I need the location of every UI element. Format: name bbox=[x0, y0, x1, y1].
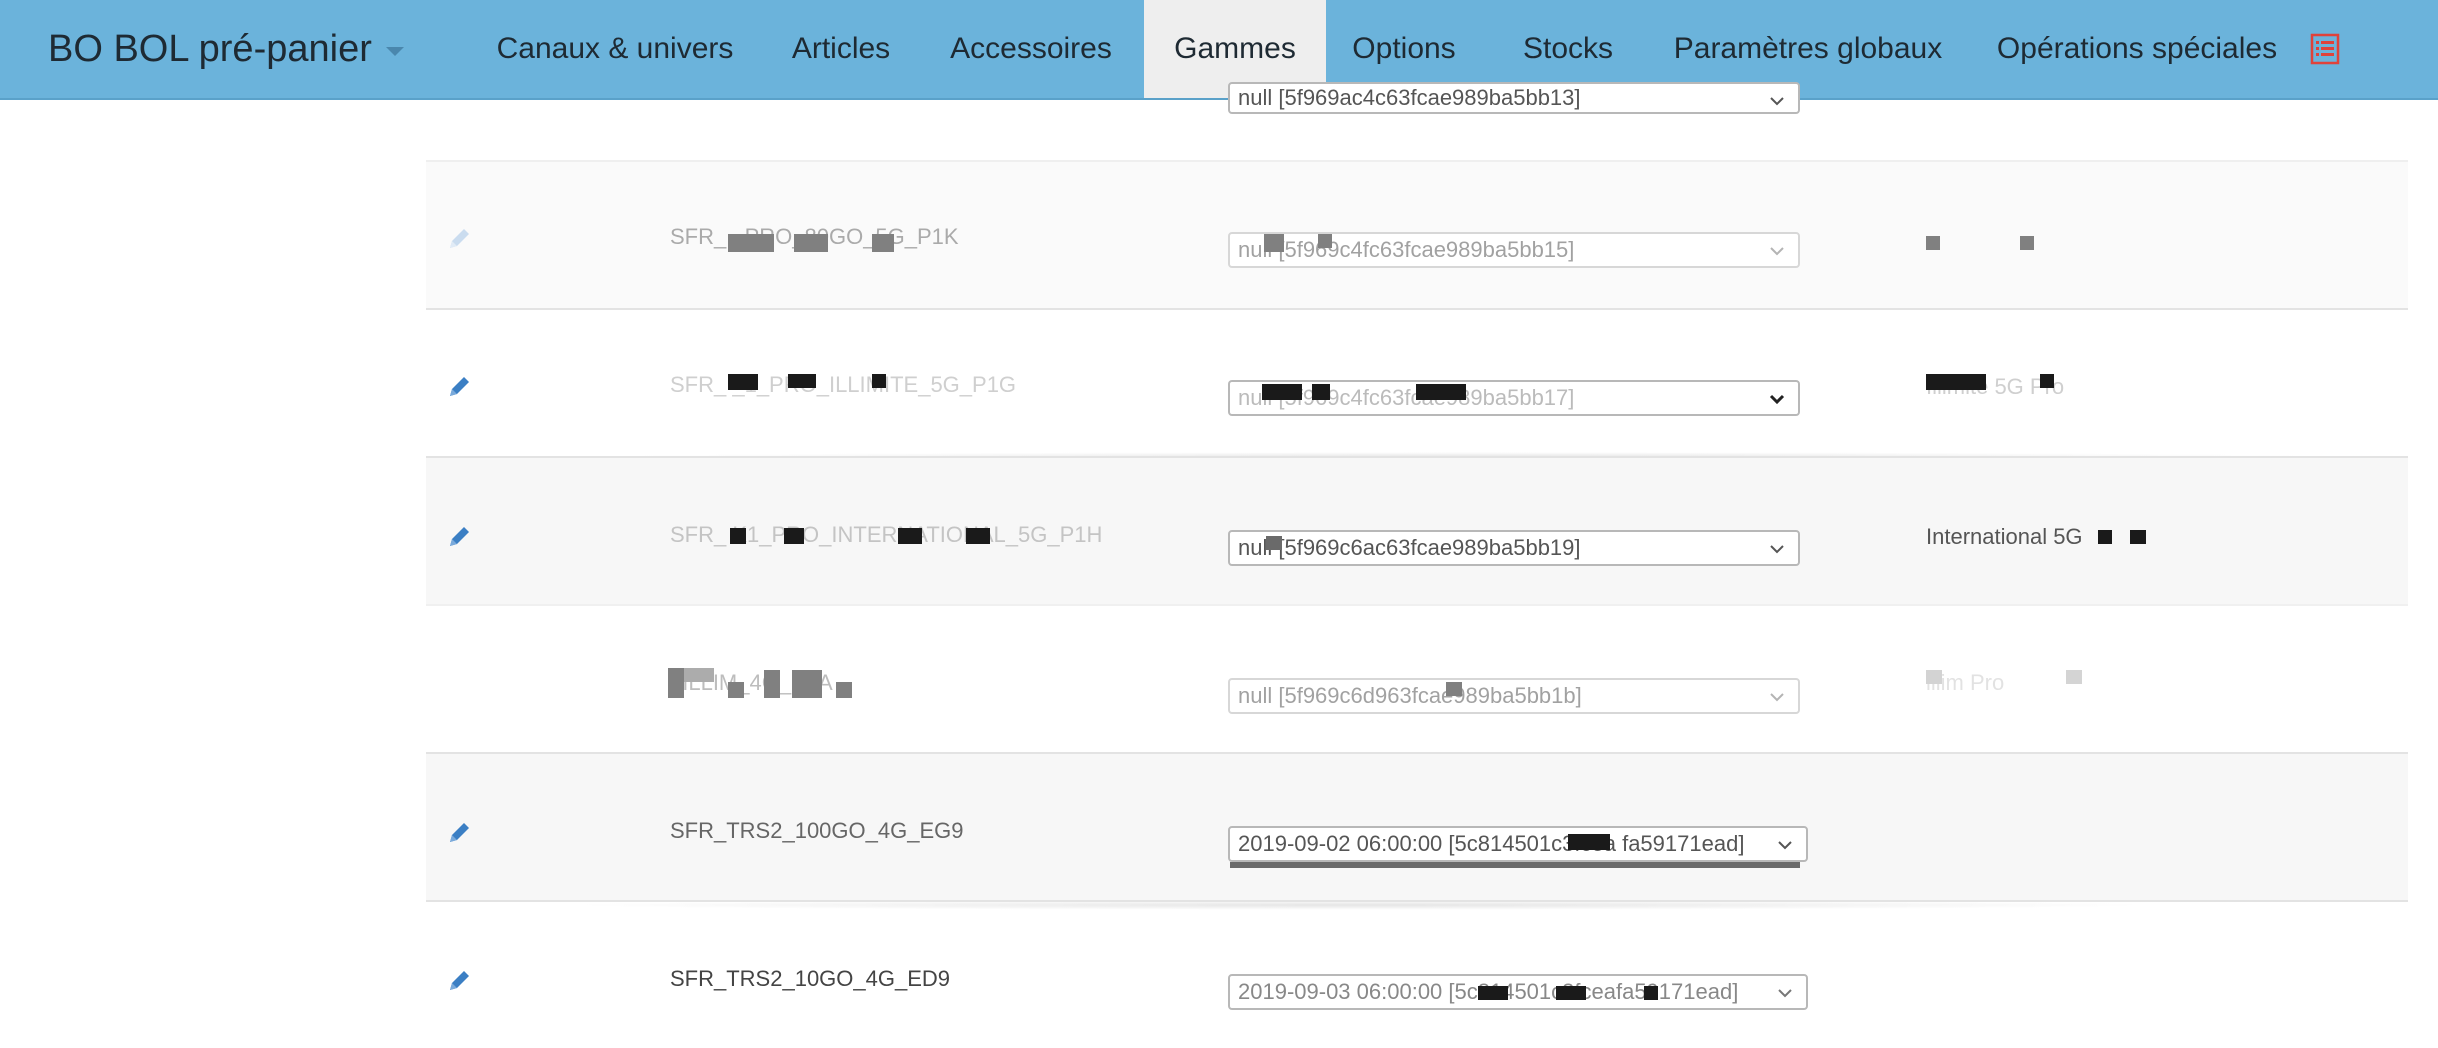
pixelation-block bbox=[872, 374, 886, 388]
nav-label: Gammes bbox=[1174, 32, 1296, 65]
pixelation-block bbox=[784, 528, 804, 544]
pixelation-block bbox=[728, 682, 744, 698]
pixelation-block bbox=[1230, 862, 1800, 868]
chevron-down-icon bbox=[1770, 247, 1784, 256]
pixelation-block bbox=[898, 528, 922, 544]
top-navbar: BO BOL pré-panier Canaux & univers Artic… bbox=[0, 0, 2438, 100]
table-row: null [5f969ac4c63fcae989ba5bb13] bbox=[426, 10, 2408, 160]
table-row: SFR_ K1_PRO_INTERNATIONAL_5G_P1H null [5… bbox=[426, 456, 2408, 604]
pixelation-block bbox=[728, 234, 774, 252]
pixelation-block bbox=[1416, 384, 1466, 400]
version-select[interactable]: null [5f969c6ac63fcae989ba5bb19] bbox=[1228, 530, 1800, 566]
pixelation-block bbox=[794, 234, 828, 252]
table-row: SFR_ _PRO_80GO_5G_P1K null [5f969c4fc63f… bbox=[426, 160, 2408, 308]
pencil-icon[interactable] bbox=[446, 226, 472, 252]
version-select[interactable]: null [5f969ac4c63fcae989ba5bb13] bbox=[1228, 82, 1800, 114]
app-brand-dropdown[interactable]: BO BOL pré-panier bbox=[48, 0, 404, 98]
nav-operations-speciales[interactable]: Opérations spéciales bbox=[1984, 0, 2290, 98]
pixelation-block bbox=[1926, 670, 1942, 684]
pixelation-block bbox=[788, 374, 816, 388]
pixelation-block bbox=[1568, 834, 1610, 850]
nav-label: Articles bbox=[791, 32, 891, 65]
pixelation-block bbox=[1556, 986, 1586, 1000]
table-row: SFR_ _1_PRO_ILLIMITE_5G_P1G null [5f969c… bbox=[426, 308, 2408, 456]
pencil-icon[interactable] bbox=[446, 968, 472, 994]
select-value: null [5f969ac4c63fcae989ba5bb13] bbox=[1238, 85, 1581, 110]
nav-articles[interactable]: Articles bbox=[776, 0, 906, 98]
pixelation-block bbox=[730, 528, 746, 544]
range-code: SFR_TRS2_100GO_4G_EG9 bbox=[670, 818, 964, 843]
table-row: SFR_TRS2_10GO_4G_ED9 2019-09-03 06:00:00… bbox=[426, 900, 2408, 1048]
pixelation-block bbox=[966, 528, 990, 544]
table-row: SFR_TRS2_100GO_4G_EG9 2019-09-02 06:00:0… bbox=[426, 752, 2408, 900]
pixelation-block bbox=[1264, 234, 1284, 252]
nav-parametres-globaux[interactable]: Paramètres globaux bbox=[1666, 0, 1950, 98]
chevron-down-icon bbox=[1770, 545, 1784, 554]
chevron-down-icon bbox=[1770, 693, 1784, 702]
app-title: BO BOL pré-panier bbox=[48, 27, 372, 70]
pixelation-block bbox=[1644, 986, 1658, 1000]
range-code: SFR_TRS2_10GO_4G_ED9 bbox=[670, 966, 951, 991]
pixelation-block bbox=[1446, 682, 1462, 696]
nav-options[interactable]: Options bbox=[1342, 0, 1466, 98]
document-list-icon[interactable] bbox=[2310, 33, 2340, 65]
select-value: null [5f969c4fc63fcae989ba5bb15] bbox=[1238, 237, 1575, 262]
nav-label: Options bbox=[1352, 32, 1456, 65]
nav-label: Canaux & univers bbox=[496, 32, 734, 65]
pixelation-block bbox=[668, 668, 684, 698]
pixelation-block bbox=[684, 668, 714, 682]
select-value: null [5f969c6ac63fcae989ba5bb19] bbox=[1238, 535, 1581, 560]
nav-label: Opérations spéciales bbox=[1996, 32, 2278, 65]
pixelation-block bbox=[1478, 986, 1508, 1000]
pencil-icon[interactable] bbox=[446, 374, 472, 400]
version-select[interactable]: 2019-09-03 06:00:00 [5c814501c3fceafa591… bbox=[1228, 974, 1808, 1010]
pixelation-block bbox=[2020, 236, 2034, 250]
pencil-icon[interactable] bbox=[446, 820, 472, 846]
caret-down-icon bbox=[385, 46, 404, 56]
nav-gammes[interactable]: Gammes bbox=[1144, 0, 1326, 98]
pixelation-block bbox=[1926, 236, 1940, 250]
pixelation-block bbox=[728, 374, 758, 390]
pixelation-block bbox=[1926, 374, 1986, 390]
nav-canaux-univers[interactable]: Canaux & univers bbox=[472, 0, 758, 98]
range-code: SFR_ _1_PRO_ILLIMITE_5G_P1G bbox=[670, 372, 1017, 397]
version-select[interactable]: 2019-09-02 06:00:00 [5c814501c3fcea fa59… bbox=[1228, 826, 1808, 862]
pixelation-block bbox=[764, 670, 780, 698]
table-row: _ILLIM_4G_P1A null [5f969c6d963fcae989ba… bbox=[426, 604, 2408, 752]
pixelation-block bbox=[2130, 530, 2146, 544]
pixelation-block bbox=[872, 234, 894, 252]
chevron-down-icon bbox=[1770, 97, 1784, 106]
pencil-icon[interactable] bbox=[446, 524, 472, 550]
shadow-divider bbox=[560, 900, 2160, 910]
pixelation-block bbox=[1318, 234, 1332, 248]
range-label: International 5G bbox=[1926, 524, 2083, 549]
select-value: null [5f969c6d963fcae989ba5bb1b] bbox=[1238, 683, 1582, 708]
nav-label: Paramètres globaux bbox=[1673, 32, 1943, 65]
version-select[interactable]: null [5f969c4fc63fcae989ba5bb15] bbox=[1228, 232, 1800, 268]
version-select[interactable]: null [5f969c6d963fcae989ba5bb1b] bbox=[1228, 678, 1800, 714]
nav-label: Stocks bbox=[1522, 32, 1614, 65]
nav-accessoires[interactable]: Accessoires bbox=[936, 0, 1126, 98]
select-value: 2019-09-02 06:00:00 [5c814501c3fcea fa59… bbox=[1238, 831, 1745, 856]
pixelation-block bbox=[1262, 384, 1302, 400]
nav-label: Accessoires bbox=[950, 32, 1112, 65]
pixelation-block bbox=[836, 682, 852, 698]
chevron-down-icon bbox=[1769, 394, 1785, 405]
pixelation-block bbox=[2066, 670, 2082, 684]
chevron-down-icon bbox=[1778, 989, 1792, 998]
pixelation-block bbox=[2098, 530, 2112, 544]
pixelation-block bbox=[2040, 374, 2054, 388]
pixelation-block bbox=[1312, 384, 1330, 400]
nav-stocks[interactable]: Stocks bbox=[1500, 0, 1636, 98]
pixelation-block bbox=[1266, 536, 1282, 550]
pixelation-block bbox=[792, 670, 822, 698]
chevron-down-icon bbox=[1778, 841, 1792, 850]
